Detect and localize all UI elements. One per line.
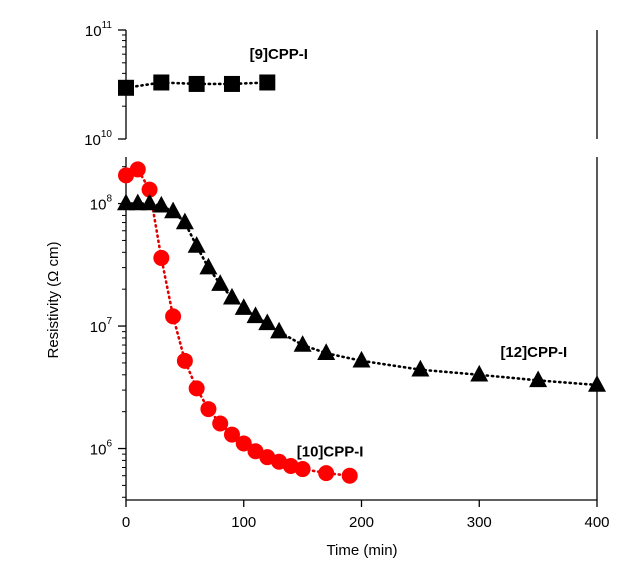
12cpp-i-point — [187, 236, 206, 253]
x-axis-title: Time (min) — [326, 542, 397, 559]
10cpp-i-point — [118, 167, 134, 184]
12cpp-i-point — [470, 364, 489, 382]
12cpp-i-point — [317, 343, 336, 360]
y-tick-label: 107 — [90, 316, 113, 336]
y-tick-label: 106 — [90, 439, 113, 459]
12cpp-i-label: [12]CPP-I — [500, 344, 567, 361]
9cpp-i-point — [153, 74, 170, 91]
series-lines — [124, 81, 599, 478]
12cpp-i-point — [211, 274, 230, 291]
x-tick-label: 300 — [467, 514, 492, 531]
12cpp-i-point — [588, 375, 606, 392]
y-axis-title: Resistivity (Ω cm) — [45, 241, 62, 358]
10cpp-i-point — [223, 426, 240, 443]
x-tick-label: 100 — [231, 514, 256, 531]
10cpp-i-point — [200, 401, 217, 418]
12cpp-i-point — [128, 193, 147, 211]
x-tick-label: 0 — [122, 514, 130, 531]
12cpp-i-point — [222, 287, 241, 305]
10cpp-i-point — [212, 415, 229, 432]
10cpp-i-point — [153, 249, 170, 266]
12cpp-i-point — [175, 212, 194, 230]
y-tick-label: 1010 — [84, 129, 112, 149]
12cpp-i-point — [117, 193, 135, 211]
10cpp-i-point — [188, 380, 205, 397]
10cpp-i-point — [294, 461, 311, 478]
9cpp-i-label: [9]CPP-I — [250, 46, 308, 63]
x-tick-label: 400 — [584, 514, 609, 531]
12cpp-i-point — [140, 193, 159, 211]
12cpp-i-point — [246, 306, 265, 324]
12cpp-i-point — [199, 257, 218, 275]
12cpp-i-point — [411, 359, 430, 377]
12cpp-i-point — [164, 201, 183, 219]
10cpp-i-label: [10]CPP-I — [297, 444, 364, 461]
9cpp-i-point — [259, 74, 276, 91]
ticks: 0 100 200 300 400 1010 1011 106 107 108 — [84, 20, 609, 531]
12cpp-i-point — [152, 195, 171, 213]
10cpp-i-point — [165, 308, 182, 325]
y-tick-label: 108 — [90, 194, 113, 214]
12cpp-i-point — [234, 298, 253, 315]
12cpp-i-line — [124, 202, 599, 387]
10cpp-i-point — [247, 443, 264, 460]
12cpp-i-point — [529, 370, 548, 388]
10cpp-i-point — [141, 181, 158, 198]
12cpp-i-point — [258, 313, 277, 331]
y-tick-label: 1011 — [85, 20, 113, 40]
10cpp-i-point — [235, 435, 252, 452]
12cpp-i-point — [293, 335, 312, 352]
10cpp-i-point — [318, 465, 335, 482]
10cpp-i-point — [129, 161, 146, 178]
9cpp-i-point — [188, 75, 205, 92]
labels: [9]CPP-I [10]CPP-I [12]CPP-I — [250, 46, 567, 460]
9cpp-i-point — [118, 79, 134, 96]
12cpp-i-point — [352, 350, 371, 368]
10cpp-i-point — [176, 352, 193, 369]
series-markers — [117, 74, 606, 484]
9cpp-i-point — [223, 75, 240, 92]
12cpp-i-point — [270, 321, 289, 339]
10cpp-i-point — [341, 467, 358, 484]
axes — [125, 30, 598, 501]
x-tick-label: 200 — [349, 514, 374, 531]
